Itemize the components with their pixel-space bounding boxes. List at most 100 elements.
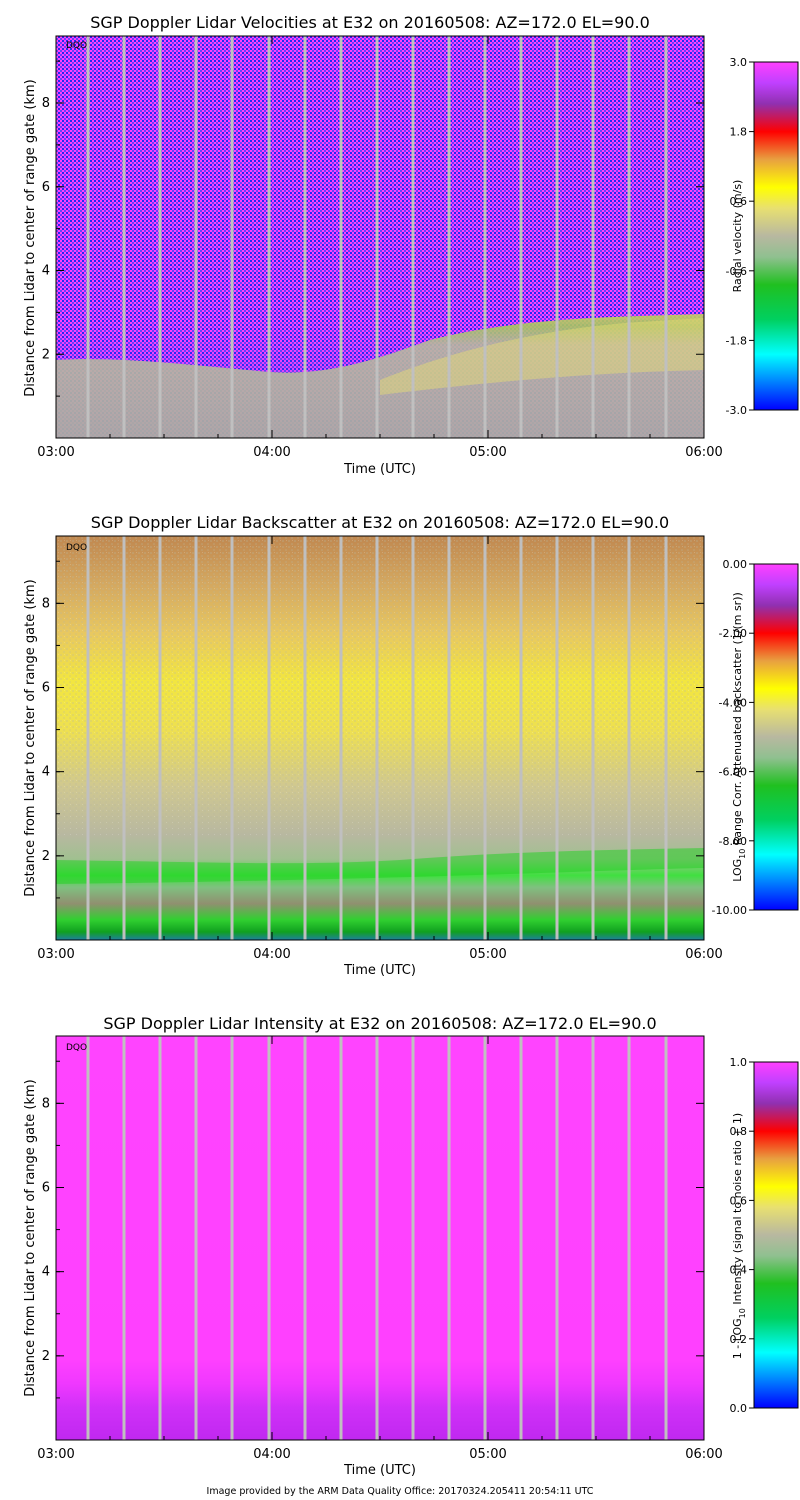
colorbar-label-subscript: 10 xyxy=(738,849,747,859)
data-gap-line xyxy=(230,36,234,438)
data-gap-line xyxy=(339,36,343,438)
x-tick-label: 06:00 xyxy=(685,1447,722,1462)
data-gap-line xyxy=(122,36,126,438)
data-gap-line xyxy=(267,36,271,438)
data-gap-line xyxy=(86,536,90,940)
x-tick-label: 03:00 xyxy=(37,445,74,460)
data-gap-line xyxy=(375,36,379,438)
colorbar-tick-label: 0.6 xyxy=(730,1194,748,1207)
data-gap-line xyxy=(303,536,307,940)
data-gap-line xyxy=(267,536,271,940)
data-gap-line xyxy=(483,1036,487,1440)
x-tick-label: 05:00 xyxy=(469,1447,506,1462)
x-axis-label: Time (UTC) xyxy=(343,963,416,978)
dqo-flag: DQO xyxy=(66,41,87,51)
colorbar-tick-label: 0.6 xyxy=(730,195,748,208)
data-gap-line xyxy=(627,36,631,438)
colorbar-tick-label: 0.4 xyxy=(730,1264,748,1277)
y-tick-label: 2 xyxy=(42,1349,50,1364)
data-gap-line xyxy=(411,1036,415,1440)
data-gap-line xyxy=(591,536,595,940)
heatmap-boundary-layer xyxy=(56,314,704,438)
colorbar-tick-label: -2.00 xyxy=(719,627,747,640)
panel-velocities: SGP Doppler Lidar Velocities at E32 on 2… xyxy=(23,13,799,477)
colorbar-tick-label: -8.00 xyxy=(719,835,747,848)
y-tick-label: 8 xyxy=(42,1096,50,1111)
axes: 03:00 04:00 05:00 06:00 2 4 6 8 xyxy=(37,536,723,962)
x-axis-label: Time (UTC) xyxy=(343,462,416,477)
data-gap-line xyxy=(86,36,90,438)
data-gap-line xyxy=(591,1036,595,1440)
data-gap-line xyxy=(555,536,559,940)
colorbar-tick-label: 0.0 xyxy=(730,1402,748,1415)
panel-backscatter: SGP Doppler Lidar Backscatter at E32 on … xyxy=(23,513,799,978)
data-gap-line xyxy=(158,536,162,940)
colorbar xyxy=(753,563,799,911)
x-axis-label: Time (UTC) xyxy=(343,1463,416,1478)
colorbar-tick-label: -6.00 xyxy=(719,766,747,779)
x-tick-label: 06:00 xyxy=(685,445,722,460)
data-gap-line xyxy=(664,36,668,438)
colorbar xyxy=(753,1061,799,1409)
x-tick-label: 03:00 xyxy=(37,1447,74,1462)
data-gap-line xyxy=(267,1036,271,1440)
data-gap-line xyxy=(194,1036,198,1440)
colorbar-tick-label: -0.6 xyxy=(726,265,747,278)
chart-title: SGP Doppler Lidar Intensity at E32 on 20… xyxy=(103,1014,656,1033)
colorbar-tick-label: 3.0 xyxy=(730,56,748,69)
data-gap-line xyxy=(627,1036,631,1440)
x-tick-label: 04:00 xyxy=(253,1447,290,1462)
y-tick-label: 6 xyxy=(42,180,50,195)
data-gap-line xyxy=(194,536,198,940)
dqo-flag: DQO xyxy=(66,1043,87,1053)
heatmap-intensity xyxy=(56,1036,704,1440)
data-gap-line xyxy=(519,1036,523,1440)
colorbar-label-part: LOG xyxy=(731,859,744,882)
data-gap-line xyxy=(411,36,415,438)
x-tick-label: 05:00 xyxy=(469,947,506,962)
y-tick-label: 6 xyxy=(42,1181,50,1196)
y-axis-label: Distance from Lidar to center of range g… xyxy=(23,79,38,396)
y-tick-label: 4 xyxy=(42,765,50,780)
colorbar-ticks: 0.0 0.2 0.4 0.6 0.8 1.0 xyxy=(730,1056,754,1415)
x-tick-label: 06:00 xyxy=(685,947,722,962)
data-gap-line xyxy=(122,536,126,940)
colorbar-tick-label: 0.8 xyxy=(730,1125,748,1138)
footer-credit: Image provided by the ARM Data Quality O… xyxy=(207,1486,594,1497)
data-gap-line xyxy=(375,536,379,940)
colorbar-tick-label: -4.00 xyxy=(719,696,747,709)
colorbar xyxy=(753,61,799,411)
y-tick-label: 8 xyxy=(42,596,50,611)
data-gap-lines xyxy=(86,536,668,940)
y-tick-label: 6 xyxy=(42,681,50,696)
colorbar-tick-label: -3.0 xyxy=(726,404,747,417)
data-gap-line xyxy=(230,536,234,940)
data-gap-line xyxy=(555,1036,559,1440)
y-tick-label: 2 xyxy=(42,347,50,362)
data-gap-line xyxy=(483,536,487,940)
data-gap-line xyxy=(339,536,343,940)
colorbar-ticks: -3.0 -1.8 -0.6 0.6 1.8 3.0 xyxy=(726,56,754,417)
axes: 03:00 04:00 05:00 06:00 2 4 6 8 xyxy=(37,1036,723,1462)
data-gap-line xyxy=(158,1036,162,1440)
heatmap-updraft-band xyxy=(380,318,704,395)
panel-intensity: SGP Doppler Lidar Intensity at E32 on 20… xyxy=(23,1014,799,1478)
data-gap-line xyxy=(483,36,487,438)
y-tick-label: 4 xyxy=(42,1265,50,1280)
heatmap-layer-top xyxy=(56,848,704,884)
data-gap-line xyxy=(230,1036,234,1440)
y-axis-label: Distance from Lidar to center of range g… xyxy=(23,579,38,896)
chart-title: SGP Doppler Lidar Velocities at E32 on 2… xyxy=(90,13,650,32)
data-gap-line xyxy=(519,536,523,940)
dqo-flag: DQO xyxy=(66,543,87,553)
data-gap-line xyxy=(303,36,307,438)
colorbar-label: 1 - LOG10 Intensity (signal to noise rat… xyxy=(731,1113,747,1359)
data-gap-line xyxy=(411,536,415,940)
data-gap-line xyxy=(122,1036,126,1440)
data-gap-line xyxy=(447,1036,451,1440)
y-tick-label: 8 xyxy=(42,96,50,111)
data-gap-line xyxy=(194,36,198,438)
data-gap-line xyxy=(303,1036,307,1440)
x-tick-label: 04:00 xyxy=(253,445,290,460)
axes: 03:00 04:00 05:00 06:00 2 4 6 8 xyxy=(37,36,723,460)
